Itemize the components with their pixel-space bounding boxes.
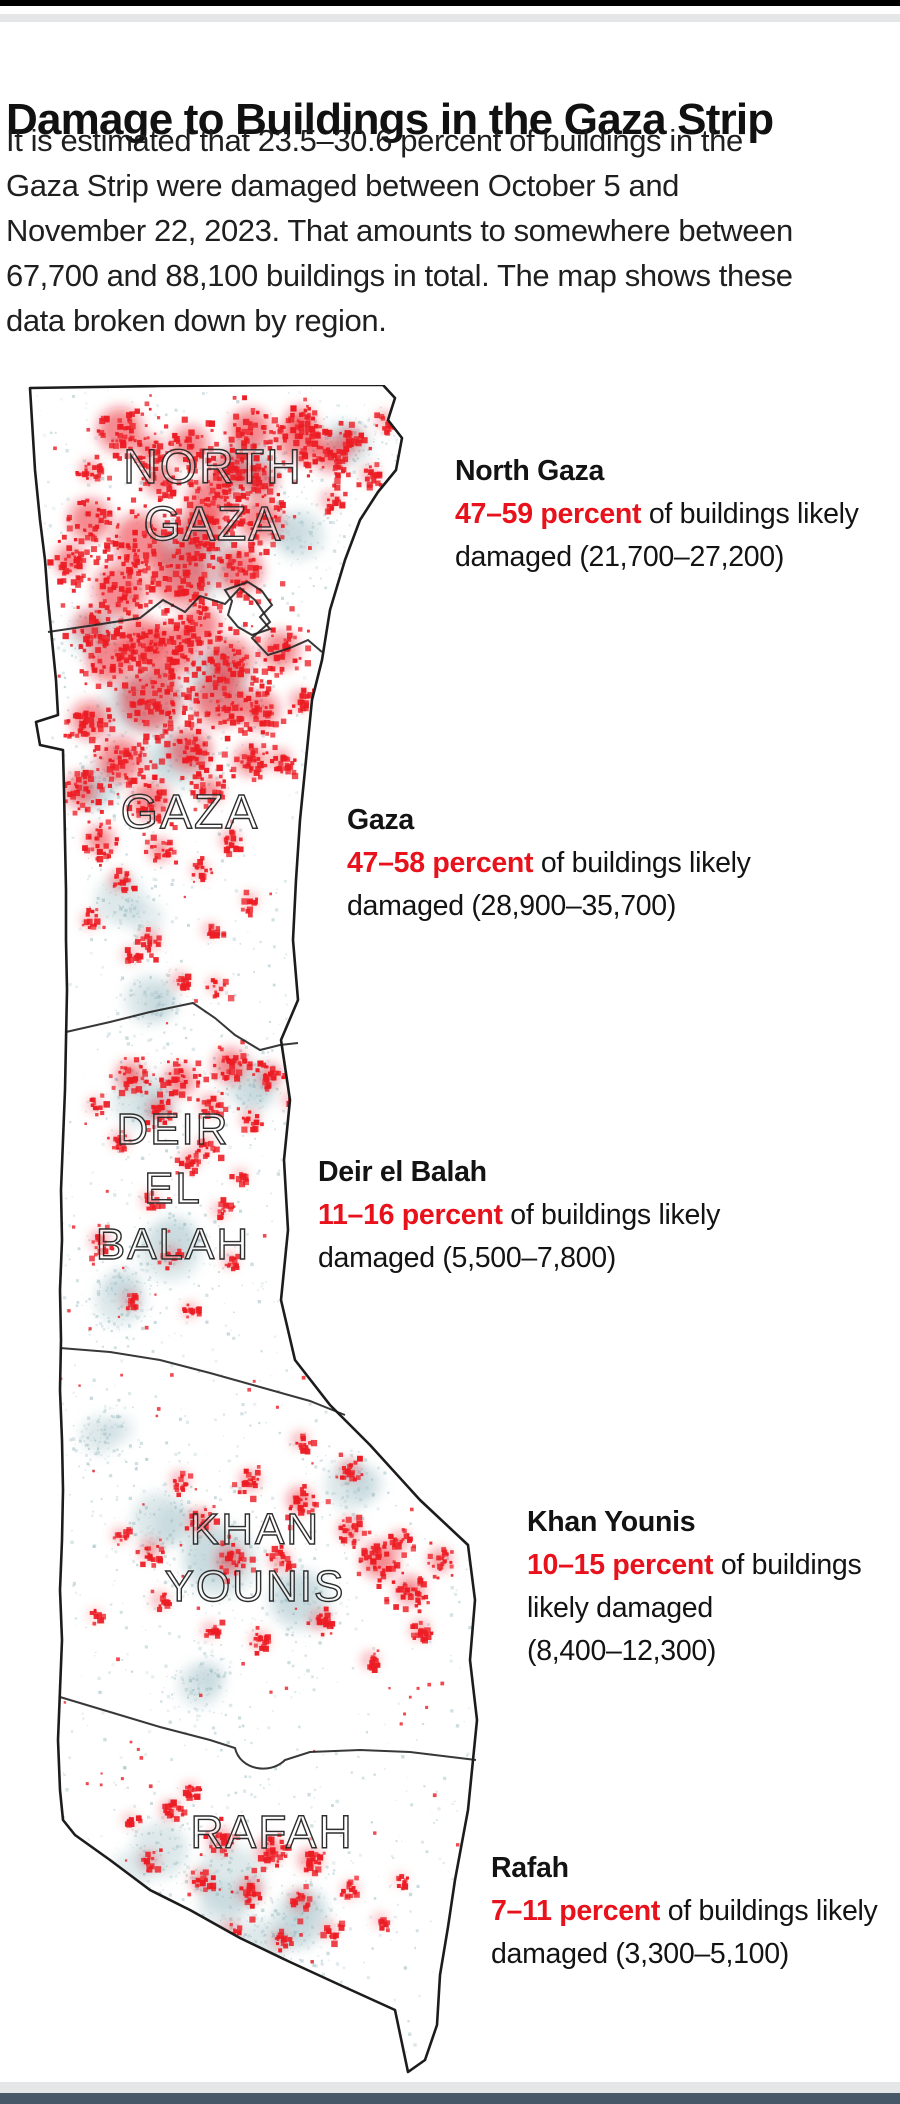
map-label-rafah: RAFAH bbox=[190, 1805, 354, 1858]
annotation-text: damaged (3,300–5,100) bbox=[491, 1938, 789, 1970]
annotation-text-line: damaged (21,700–27,200) bbox=[455, 536, 859, 579]
annotation-region-name: Gaza bbox=[347, 804, 414, 836]
map-label-khan-younis: KHAN bbox=[189, 1504, 321, 1554]
annotation-text: of buildings likely bbox=[641, 498, 859, 530]
map-label-deir-el-balah: EL bbox=[143, 1163, 202, 1213]
intro-line: 67,700 and 88,100 buildings in total. Th… bbox=[6, 258, 793, 293]
map-label-north-gaza: GAZA bbox=[143, 497, 283, 551]
bottom-gray-divider bbox=[0, 2082, 900, 2093]
annotation-text-line: (8,400–12,300) bbox=[527, 1630, 861, 1673]
percent-range-highlight: 11–16 percent bbox=[318, 1199, 503, 1231]
annotation-text: damaged (5,500–7,800) bbox=[318, 1242, 616, 1274]
top-black-bar bbox=[0, 0, 900, 6]
annotation-region-name: Deir el Balah bbox=[318, 1156, 487, 1188]
annotation-text-line: 7–11 percent of buildings likely bbox=[491, 1890, 878, 1933]
annotation-text-line: likely damaged bbox=[527, 1587, 861, 1630]
annotation-text: damaged (28,900–35,700) bbox=[347, 890, 677, 922]
page-title: Damage to Buildings in the Gaza Strip bbox=[6, 95, 774, 145]
annotation-khan-younis: Khan Younis 10–15 percent of buildings lik… bbox=[527, 1501, 862, 1673]
annotation-gaza: Gaza 47–58 percent of buildings likely dam… bbox=[347, 799, 751, 928]
gaza-strip-map: NORTH GAZA GAZA DEIR EL BALAH KHAN YOUNIS RAFAH bbox=[0, 385, 900, 2080]
annotation-region-name: Rafah bbox=[491, 1852, 569, 1884]
intro-line: November 22, 2023. That amounts to somew… bbox=[6, 213, 793, 248]
map-label-deir-el-balah: BALAH bbox=[95, 1219, 251, 1269]
annotation-text: of buildings likely bbox=[533, 847, 751, 879]
map-label-khan-younis: YOUNIS bbox=[164, 1561, 346, 1611]
annotation-text-line: 11–16 percent of buildings likely bbox=[318, 1194, 720, 1237]
percent-range-highlight: 47–58 percent bbox=[347, 847, 534, 879]
annotation-text: likely damaged bbox=[527, 1592, 713, 1624]
top-gray-divider bbox=[0, 14, 900, 22]
annotation-text: damaged (21,700–27,200) bbox=[455, 541, 785, 573]
intro-paragraph: It is estimated that 23.5–30.6 percent o… bbox=[6, 118, 793, 343]
intro-line: Gaza Strip were damaged between October … bbox=[6, 168, 680, 203]
annotation-region-name: North Gaza bbox=[455, 455, 605, 487]
annotation-text-line: 10–15 percent of buildings bbox=[527, 1544, 862, 1587]
percent-range-highlight: 10–15 percent bbox=[527, 1549, 714, 1581]
annotation-region-name: Khan Younis bbox=[527, 1506, 696, 1538]
map-label-north-gaza: NORTH bbox=[122, 440, 303, 494]
annotation-text: (8,400–12,300) bbox=[527, 1635, 717, 1667]
map-label-gaza: GAZA bbox=[120, 785, 260, 839]
footer-navy-bar bbox=[0, 2093, 900, 2104]
annotation-text-line: damaged (28,900–35,700) bbox=[347, 885, 751, 928]
annotation-north-gaza: North Gaza 47–59 percent of buildings lik… bbox=[455, 450, 859, 579]
map-canvas bbox=[28, 385, 479, 2074]
annotation-deir-el-balah: Deir el Balah 11–16 percent of buildings … bbox=[318, 1151, 720, 1280]
annotation-text-line: 47–59 percent of buildings likely bbox=[455, 493, 859, 536]
percent-range-highlight: 7–11 percent bbox=[491, 1895, 661, 1927]
percent-range-highlight: 47–59 percent bbox=[455, 498, 642, 530]
intro-line: It is estimated that 23.5–30.6 percent o… bbox=[6, 123, 743, 158]
annotation-text: of buildings likely bbox=[660, 1895, 878, 1927]
annotation-rafah: Rafah 7–11 percent of buildings likely dam… bbox=[491, 1847, 878, 1976]
intro-line: data broken down by region. bbox=[6, 303, 387, 338]
annotation-text-line: damaged (3,300–5,100) bbox=[491, 1933, 877, 1976]
annotation-text-line: damaged (5,500–7,800) bbox=[318, 1237, 720, 1280]
map-label-deir-el-balah: DEIR bbox=[116, 1104, 230, 1154]
annotation-text-line: 47–58 percent of buildings likely bbox=[347, 842, 751, 885]
annotation-text: of buildings likely bbox=[502, 1199, 721, 1231]
annotation-text: of buildings bbox=[713, 1549, 862, 1581]
